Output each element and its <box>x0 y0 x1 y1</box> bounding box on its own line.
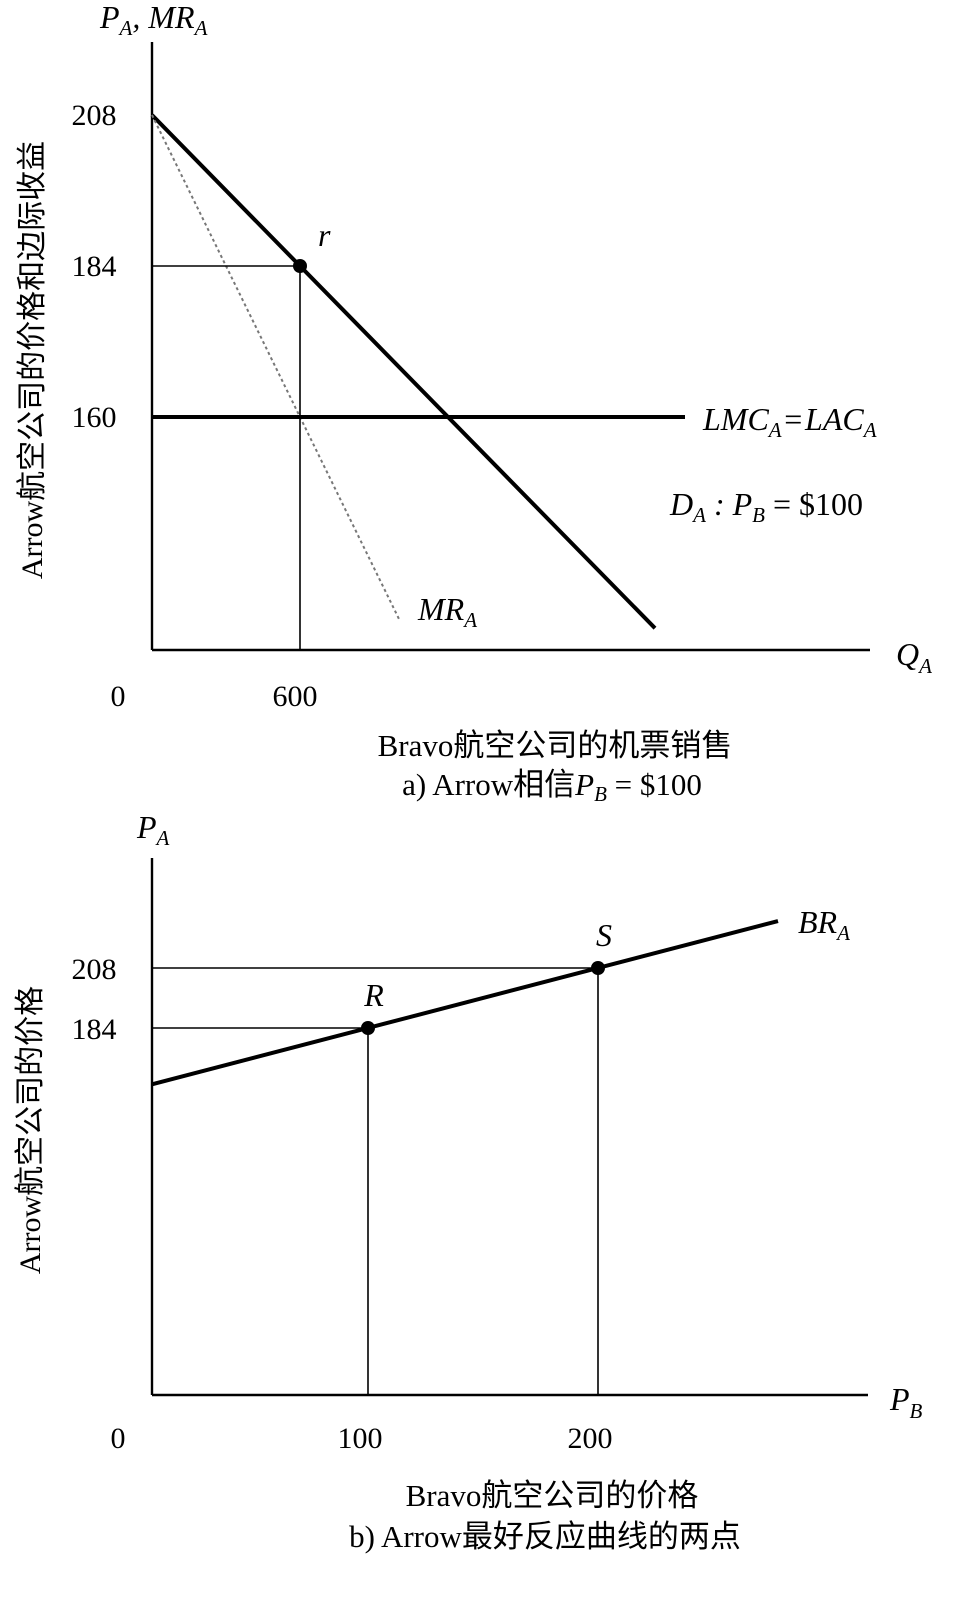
panel-b-x-axis-symbol: PB <box>889 1381 923 1423</box>
panel-a-y-tick-208: 208 <box>72 99 117 132</box>
panel-a-y-tick-184: 184 <box>72 250 117 283</box>
panel-a-series-0-line <box>150 113 657 630</box>
panel-a-y-axis-label: Arrow航空公司的价格和边际收益 <box>16 141 49 579</box>
panel-a-y-tick-160: 160 <box>72 401 117 434</box>
panel-b-y-axis-label: Arrow航空公司的价格 <box>14 986 47 1274</box>
panel-b-series-br-line <box>151 919 779 1087</box>
panel-a-x-axis-label: Bravo航空公司的机票销售 <box>378 728 733 763</box>
panel-b: PA 208 184 100 200 R S Arrow航空公司的价格 0 PB Brav… <box>14 809 923 1554</box>
lmc-lac-label: LMCA = LACA <box>702 401 877 442</box>
panel-a-origin-label: 0 <box>111 680 126 713</box>
demand-label: DA : PB = $100 <box>669 486 863 527</box>
panel-b-point-label-R: R <box>363 977 384 1013</box>
panel-a-plot: 208 184 160 600 r <box>72 42 870 713</box>
panel-a-point-r <box>293 259 307 273</box>
br-label: BRA <box>798 904 850 945</box>
panel-b-x-tick-200: 200 <box>568 1422 613 1455</box>
panel-b-origin-label: 0 <box>111 1422 126 1455</box>
panel-a-x-tick-600: 600 <box>273 680 318 713</box>
mr-label: MRA <box>417 591 477 632</box>
panel-b-caption: b) Arrow最好反应曲线的两点 <box>349 1519 741 1554</box>
panel-b-y-tick-184: 184 <box>72 1013 117 1046</box>
panel-a-caption: a) Arrow相信PB = $100 <box>402 767 702 806</box>
panel-a-series-1-line <box>151 114 401 622</box>
panel-b-plot: 208 184 100 200 R S <box>72 858 868 1455</box>
panel-b-y-axis-symbol: PA <box>136 809 170 850</box>
panel-a-x-axis-symbol: QA <box>896 636 932 678</box>
panel-b-x-tick-100: 100 <box>338 1422 383 1455</box>
panel-a-y-axis-symbol: PA, MRA <box>99 0 208 40</box>
panel-a-point-label-r: r <box>318 217 331 253</box>
panel-b-y-tick-208: 208 <box>72 953 117 986</box>
panel-b-point-label-S: S <box>596 917 612 953</box>
panel-b-point-S <box>591 961 605 975</box>
panel-b-point-R <box>361 1021 375 1035</box>
panel-b-x-axis-label: Bravo航空公司的价格 <box>406 1478 699 1513</box>
